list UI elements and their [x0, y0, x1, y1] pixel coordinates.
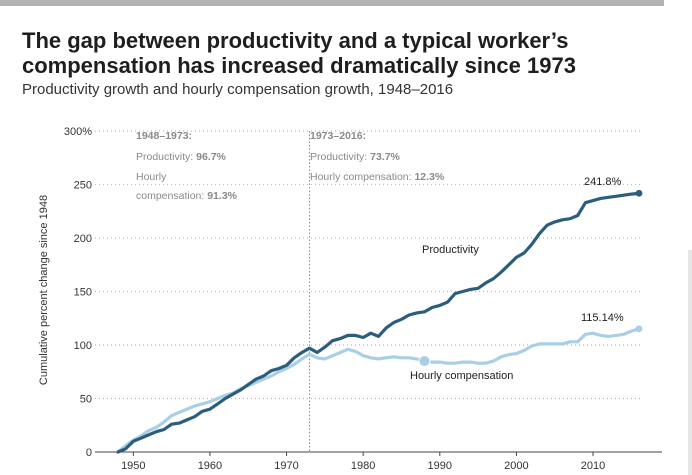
highlight-point — [419, 356, 430, 367]
x-tick-label: 2010 — [581, 460, 605, 472]
annotation-1973-2016: 1973–2016: Productivity: 73.7% Hourly co… — [310, 130, 445, 183]
annotation-1948-1973-compensation-line1: Hourly — [136, 171, 167, 183]
y-tick-label: 300% — [64, 126, 92, 138]
x-tick-label: 1950 — [121, 460, 145, 472]
annotation-1973-2016-heading: 1973–2016: — [310, 130, 366, 142]
x-tick-label: 1980 — [351, 460, 375, 472]
compensation-series-label: Hourly compensation — [410, 370, 513, 382]
annotation-1948-1973-heading: 1948–1973: — [136, 130, 192, 142]
chart-title: The gap between productivity and a typic… — [22, 28, 576, 78]
y-tick-label: 0 — [86, 447, 92, 459]
chart-subtitle: Productivity growth and hourly compensat… — [22, 81, 454, 98]
right-edge-strip — [688, 250, 692, 475]
y-tick-label: 250 — [74, 180, 92, 192]
annotation-1973-2016-compensation: Hourly compensation: 12.3% — [310, 171, 445, 183]
y-axis-ticks: 0 50 100 150 200 250 300% — [64, 126, 92, 459]
compensation-end-label: 115.14% — [581, 312, 624, 324]
series-line-1 — [116, 327, 641, 454]
productivity-end-label: 241.8% — [584, 176, 622, 188]
x-tick-label: 2000 — [504, 460, 528, 472]
y-tick-label: 150 — [74, 287, 92, 299]
x-tick-label: 1970 — [274, 460, 298, 472]
productivity-series-label: Productivity — [422, 244, 479, 256]
series-line-0 — [116, 191, 641, 454]
y-tick-label: 100 — [74, 340, 92, 352]
annotation-1948-1973-compensation-line2: compensation: 91.3% — [136, 190, 238, 202]
annotation-1948-1973: 1948–1973: Productivity: 96.7% Hourly co… — [136, 130, 238, 202]
x-tick-label: 1990 — [428, 460, 452, 472]
x-axis-ticks: 1950 1960 1970 1980 1990 2000 2010 — [121, 452, 605, 472]
y-axis-label: Cumulative percent change since 1948 — [38, 195, 50, 385]
series-end-point-1 — [635, 325, 643, 333]
top-border — [0, 0, 664, 6]
annotation-1948-1973-productivity: Productivity: 96.7% — [136, 151, 227, 163]
y-tick-label: 50 — [80, 394, 92, 406]
x-tick-label: 1960 — [198, 460, 222, 472]
series-end-point-0 — [635, 189, 643, 197]
annotation-1973-2016-productivity: Productivity: 73.7% — [310, 151, 401, 163]
series-group — [116, 189, 643, 454]
gridlines — [95, 130, 662, 453]
y-tick-label: 200 — [74, 233, 92, 245]
